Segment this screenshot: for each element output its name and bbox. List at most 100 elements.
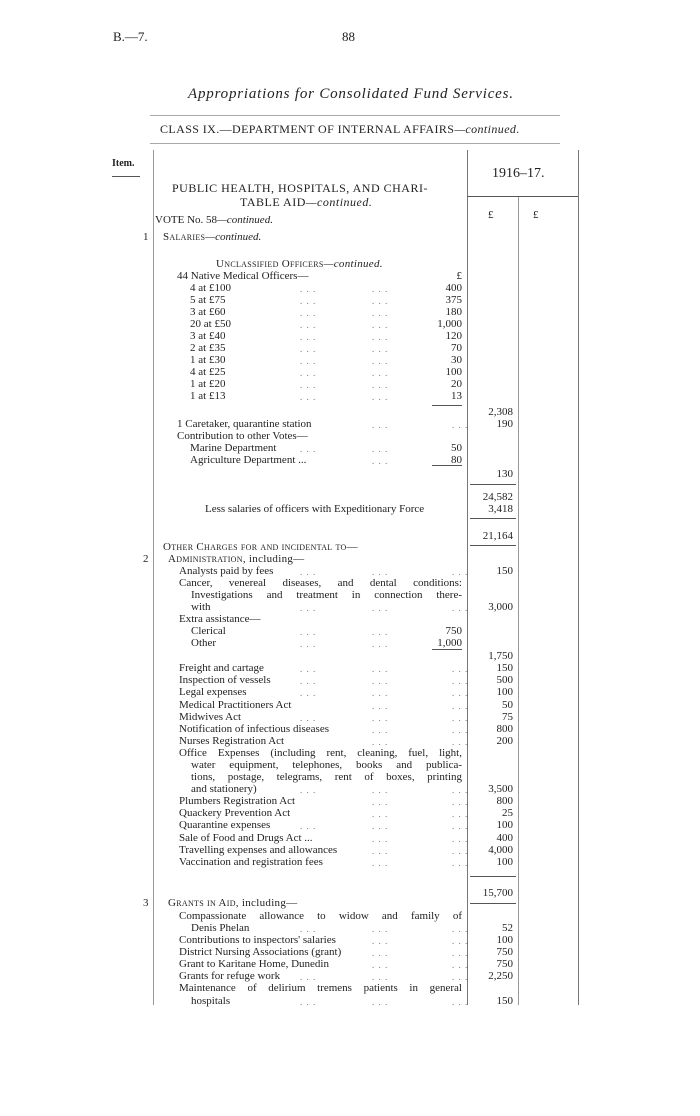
- amount: 15,700: [482, 887, 513, 899]
- row-label-text: 5 at £75: [190, 294, 226, 306]
- row-label-text: Less salaries of officers with Expeditio…: [205, 503, 425, 515]
- sub-amount: 1,000: [437, 637, 462, 649]
- year-header: 1916–17.: [492, 166, 545, 181]
- vote-continued: —continued.: [217, 214, 273, 226]
- row-label-text: tions, postage, telegrams, rent of boxes…: [191, 771, 462, 783]
- row-label: Midwives Act: [179, 711, 241, 723]
- amount: 52: [502, 922, 513, 934]
- leader-dots: . . .: [372, 737, 389, 747]
- leader-dots: . . .: [300, 344, 317, 354]
- row-label-text: Extra assistance—: [179, 613, 261, 625]
- amount: 800: [496, 795, 514, 807]
- leader-dots: . . .: [452, 664, 469, 674]
- leader-dots: . . .: [300, 785, 317, 795]
- leader-dots: . . .: [452, 846, 469, 856]
- leader-dots: . . .: [372, 284, 389, 294]
- leader-dots: . . .: [452, 567, 469, 577]
- leader-dots: . . .: [300, 567, 317, 577]
- leader-dots: . . .: [452, 858, 469, 868]
- row-label-text: Cancer, venereal diseases, and dental co…: [179, 577, 462, 589]
- total-rule: [432, 405, 462, 406]
- row-label: Freight and cartage: [179, 662, 264, 674]
- amount: 400: [496, 832, 514, 844]
- leader-dots: . . .: [300, 688, 317, 698]
- row-label-text: with: [191, 601, 211, 613]
- leader-dots: . . .: [452, 924, 469, 934]
- amount: 800: [496, 723, 514, 735]
- row-label: Grants for refuge work: [179, 970, 280, 982]
- amount: 500: [496, 674, 514, 686]
- total-rule: [470, 903, 516, 904]
- total-rule: [432, 465, 462, 466]
- row-label-text: Clerical: [191, 625, 226, 637]
- row-label-text: Contributions to inspectors' salaries: [179, 934, 336, 946]
- row-label-text: Investigations and treatment in connecti…: [191, 589, 462, 601]
- row-label: Contributions to inspectors' salaries: [179, 934, 336, 946]
- row-label: tions, postage, telegrams, rent of boxes…: [191, 771, 462, 783]
- leader-dots: . . .: [372, 308, 389, 318]
- row-label: 4 at £25: [190, 366, 225, 378]
- leader-dots: . . .: [372, 603, 389, 613]
- leader-dots: . . .: [372, 834, 389, 844]
- row-label: Marine Department: [190, 442, 276, 454]
- row-label-text: Midwives Act: [179, 711, 242, 723]
- leader-dots: . . .: [452, 997, 469, 1007]
- leader-dots: . . .: [372, 997, 389, 1007]
- row-label: 5 at £75: [190, 294, 225, 306]
- class-heading-continued: —continued.: [454, 122, 520, 136]
- leader-dots: . . .: [372, 785, 389, 795]
- sub-amount: 70: [451, 342, 462, 354]
- amount: 25: [502, 807, 513, 819]
- row-label-text: Maintenance of delirium tremens patients…: [179, 982, 462, 994]
- item-column-label: Item.: [112, 158, 135, 169]
- sub-amount: 13: [451, 390, 462, 402]
- leader-dots: . . .: [300, 284, 317, 294]
- leader-dots: . . .: [300, 356, 317, 366]
- leader-dots: . . .: [300, 444, 317, 454]
- row-label: District Nursing Associations (grant): [179, 946, 341, 958]
- leader-dots: . . .: [452, 785, 469, 795]
- leader-dots: . . .: [300, 627, 317, 637]
- row-label-text: 20 at £50: [190, 318, 231, 330]
- leader-dots: . . .: [452, 797, 469, 807]
- row-label-text: District Nursing Associations (grant): [179, 946, 342, 958]
- amount: 3,418: [488, 503, 513, 515]
- leader-dots: . . .: [452, 972, 469, 982]
- row-label-text: Quackery Prevention Act: [179, 807, 291, 819]
- leader-dots: . . .: [300, 332, 317, 342]
- amount-column-right-border: [578, 150, 579, 1005]
- sub-amount: 1,000: [437, 318, 462, 330]
- row-label: and stationery): [191, 783, 257, 795]
- row-label-text: 1 Caretaker, quarantine station: [177, 418, 312, 430]
- row-label-text: 1 at £13: [190, 390, 226, 402]
- row-label: Compassionate allowance to widow and fam…: [179, 910, 462, 922]
- row-label-continued: —continued.: [323, 258, 383, 270]
- leader-dots: . . .: [372, 456, 389, 466]
- row-label: 20 at £50: [190, 318, 231, 330]
- row-label: Quackery Prevention Act: [179, 807, 290, 819]
- row-label: Office Expenses (including rent, cleanin…: [179, 747, 462, 759]
- row-label: Clerical: [191, 625, 226, 637]
- sub-amount: 30: [451, 354, 462, 366]
- row-label-text: Sale of Food and Drugs Act ...: [179, 832, 313, 844]
- page-title: Appropriations for Consolidated Fund Ser…: [188, 86, 514, 102]
- row-label-text: and stationery): [191, 783, 257, 795]
- sub-amount: 50: [451, 442, 462, 454]
- row-label: 2 at £35: [190, 342, 225, 354]
- leader-dots: . . .: [372, 344, 389, 354]
- row-label-text: Administration: [168, 553, 243, 565]
- total-rule: [470, 876, 516, 877]
- row-label: Less salaries of officers with Expeditio…: [205, 503, 424, 515]
- row-label: 3 at £40: [190, 330, 225, 342]
- leader-dots: . . .: [372, 972, 389, 982]
- item-label-rule: [112, 176, 140, 177]
- section-heading-text: TABLE AID: [240, 195, 306, 209]
- row-label-text: Quarantine expenses: [179, 819, 271, 831]
- leader-dots: . . .: [372, 676, 389, 686]
- row-label-text: Marine Department: [190, 442, 277, 454]
- row-label-tail: , including—: [235, 897, 298, 909]
- row-label-text: Other: [191, 637, 217, 649]
- row-label: 44 Native Medical Officers—: [177, 270, 308, 282]
- leader-dots: . . .: [300, 664, 317, 674]
- leader-dots: . . .: [372, 688, 389, 698]
